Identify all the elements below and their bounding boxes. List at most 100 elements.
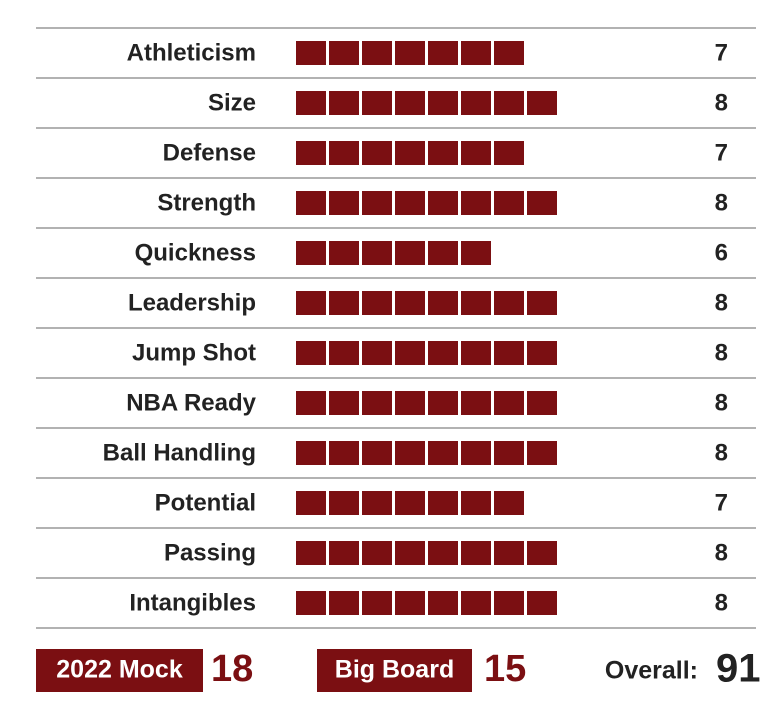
- rating-square: [494, 591, 524, 615]
- rating-value: 8: [715, 289, 728, 316]
- rating-square: [395, 291, 425, 315]
- rating-square: [296, 291, 326, 315]
- rating-square: [329, 541, 359, 565]
- rating-square: [494, 391, 524, 415]
- mock-label: 2022 Mock: [56, 656, 183, 684]
- rating-label: Intangibles: [129, 589, 256, 616]
- rating-square: [494, 41, 524, 65]
- rating-value: 8: [715, 439, 728, 466]
- rating-square: [428, 441, 458, 465]
- rating-square: [527, 441, 557, 465]
- rating-square: [362, 41, 392, 65]
- rating-square: [296, 91, 326, 115]
- rating-label: Quickness: [135, 239, 256, 266]
- rating-square: [527, 91, 557, 115]
- rating-value: 8: [715, 89, 728, 116]
- rating-label: NBA Ready: [126, 389, 256, 416]
- rating-square: [296, 341, 326, 365]
- rating-square: [428, 241, 458, 265]
- rating-square: [329, 491, 359, 515]
- rating-square: [494, 541, 524, 565]
- rating-square: [428, 341, 458, 365]
- rating-square: [296, 441, 326, 465]
- mock-value: 18: [211, 648, 253, 690]
- rating-square: [395, 591, 425, 615]
- rating-value: 8: [715, 539, 728, 566]
- rating-square: [329, 391, 359, 415]
- rating-square: [461, 491, 491, 515]
- rating-square: [296, 541, 326, 565]
- rating-square: [494, 491, 524, 515]
- rating-square: [494, 341, 524, 365]
- rating-square: [461, 341, 491, 365]
- footer: 2022 Mock 18 Big Board 15 Overall: 91: [36, 647, 761, 692]
- rating-label: Ball Handling: [103, 439, 256, 466]
- rating-square: [329, 41, 359, 65]
- rating-label: Strength: [157, 189, 256, 216]
- rating-square: [362, 291, 392, 315]
- rating-square: [329, 291, 359, 315]
- rating-square: [329, 91, 359, 115]
- rating-square: [461, 141, 491, 165]
- rating-label: Jump Shot: [132, 339, 256, 366]
- rating-value: 7: [715, 489, 728, 516]
- rating-square: [428, 591, 458, 615]
- rating-square: [494, 91, 524, 115]
- rating-square: [296, 241, 326, 265]
- rating-square: [527, 541, 557, 565]
- ratings-table: Athleticism 7 Size 8 Defense 7 Strength 8 Quickn…: [36, 27, 756, 629]
- overall-label: Overall:: [605, 657, 698, 685]
- rating-square: [362, 141, 392, 165]
- rating-square: [362, 91, 392, 115]
- rating-square: [428, 541, 458, 565]
- rating-value: 7: [715, 39, 728, 66]
- rating-square: [296, 391, 326, 415]
- overall-value: 91: [716, 647, 761, 691]
- rating-square: [329, 341, 359, 365]
- rating-square: [428, 41, 458, 65]
- rating-square: [428, 291, 458, 315]
- rating-square: [296, 141, 326, 165]
- mock-badge: [36, 649, 203, 692]
- rating-square: [329, 591, 359, 615]
- rating-square: [362, 341, 392, 365]
- rating-square: [329, 441, 359, 465]
- rating-square: [395, 341, 425, 365]
- rating-square: [362, 191, 392, 215]
- rating-value: 6: [715, 239, 728, 266]
- rating-square: [395, 241, 425, 265]
- rating-square: [395, 41, 425, 65]
- rating-square: [527, 191, 557, 215]
- rating-square: [461, 391, 491, 415]
- rating-square: [461, 291, 491, 315]
- rating-square: [329, 191, 359, 215]
- rating-square: [395, 541, 425, 565]
- rating-square: [395, 91, 425, 115]
- rating-label: Potential: [155, 489, 256, 516]
- rating-square: [362, 241, 392, 265]
- rating-square: [296, 491, 326, 515]
- rating-value: 7: [715, 139, 728, 166]
- rating-square: [527, 391, 557, 415]
- rating-square: [461, 441, 491, 465]
- rating-label: Leadership: [128, 289, 256, 316]
- rating-value: 8: [715, 189, 728, 216]
- rating-square: [428, 191, 458, 215]
- rating-square: [329, 141, 359, 165]
- rating-label: Passing: [164, 539, 256, 566]
- rating-value: 8: [715, 589, 728, 616]
- rating-square: [461, 91, 491, 115]
- rating-square: [494, 141, 524, 165]
- rating-square: [527, 291, 557, 315]
- rating-square: [395, 191, 425, 215]
- rating-square: [362, 591, 392, 615]
- rating-square: [296, 191, 326, 215]
- rating-square: [494, 191, 524, 215]
- rating-square: [494, 291, 524, 315]
- rating-label: Defense: [163, 139, 256, 166]
- rating-square: [428, 141, 458, 165]
- rating-square: [395, 141, 425, 165]
- rating-square: [494, 441, 524, 465]
- rating-square: [362, 491, 392, 515]
